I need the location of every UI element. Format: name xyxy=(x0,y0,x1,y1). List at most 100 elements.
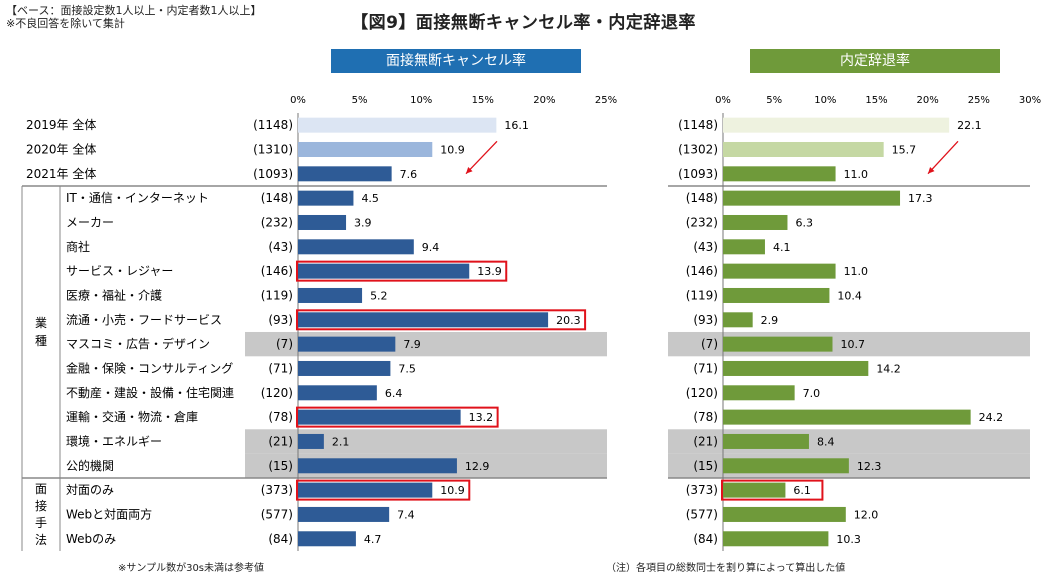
decline-rate-data-label: 14.2 xyxy=(876,362,901,375)
cancel-rate-sample-size: (15) xyxy=(268,459,293,473)
decline-rate-data-label: 2.9 xyxy=(761,314,779,327)
interview-group-label: 法 xyxy=(35,533,47,547)
cancel-rate-data-label: 4.7 xyxy=(364,533,382,546)
decline-rate-data-label: 12.0 xyxy=(854,508,879,521)
cancel-rate-sample-size: (1148) xyxy=(253,118,293,132)
decline-rate-data-label: 10.7 xyxy=(840,338,865,351)
cancel-rate-sample-size: (21) xyxy=(268,434,293,448)
decline-rate-bar xyxy=(723,141,884,157)
cancel-rate-data-label: 7.9 xyxy=(403,338,421,351)
decline-rate-sample-size: (373) xyxy=(686,483,718,497)
decline-rate-bar xyxy=(723,531,829,547)
category-label: 2019年 全体 xyxy=(26,117,96,132)
cancel-rate-bar xyxy=(298,433,324,449)
cancel-rate-sample-size: (119) xyxy=(261,288,293,302)
decline-rate-sample-size: (93) xyxy=(693,313,718,327)
cancel-rate-sample-size: (43) xyxy=(268,240,293,254)
cancel-rate-bar xyxy=(298,239,414,255)
decline-rate-data-label: 11.0 xyxy=(844,265,869,278)
interview-group-label: 面 xyxy=(35,482,47,496)
cancel-rate-sample-size: (1310) xyxy=(253,142,293,156)
decline-rate-bar xyxy=(723,360,869,376)
decline-rate-sample-size: (1148) xyxy=(678,118,718,132)
decline-rate-data-label: 12.3 xyxy=(857,460,882,473)
sample-note: ※サンプル数が30s未満は参考値 xyxy=(118,563,265,574)
decline-rate-bar xyxy=(723,263,836,279)
decline-rate-tick-label: 25% xyxy=(968,95,990,106)
category-label: IT・通信・インターネット xyxy=(66,191,209,205)
decline-rate-data-label: 10.4 xyxy=(837,289,862,302)
cancel-rate-tick-label: 15% xyxy=(472,95,494,106)
cancel-rate-sample-size: (7) xyxy=(276,337,293,351)
decline-rate-data-label: 22.1 xyxy=(957,119,982,132)
cancel-rate-trend-arrowhead xyxy=(466,167,473,174)
decline-rate-data-label: 15.7 xyxy=(892,143,917,156)
cancel-rate-tick-label: 10% xyxy=(410,95,432,106)
figure-title: 【図9】面接無断キャンセル率・内定辞退率 xyxy=(351,13,696,33)
decline-rate-sample-size: (120) xyxy=(686,386,718,400)
decline-rate-sample-size: (71) xyxy=(693,361,718,375)
decline-rate-tick-label: 15% xyxy=(865,95,887,106)
cancel-rate-bar xyxy=(298,312,549,328)
decline-rate-bar xyxy=(723,312,753,328)
cancel-rate-bar xyxy=(298,166,392,182)
decline-rate-bar xyxy=(723,506,846,522)
category-label: 2021年 全体 xyxy=(26,166,96,181)
decline-rate-bar xyxy=(723,287,830,303)
cancel-rate-data-label: 7.4 xyxy=(397,508,415,521)
decline-rate-data-label: 8.4 xyxy=(817,435,835,448)
category-label: 2020年 全体 xyxy=(26,141,96,156)
cancel-rate-sample-size: (232) xyxy=(261,215,293,229)
category-label: 対面のみ xyxy=(66,483,114,497)
cancel-rate-bar xyxy=(298,531,356,547)
category-label: 流通・小売・フードサービス xyxy=(66,312,222,327)
interview-group-label: 手 xyxy=(35,516,47,530)
decline-rate-sample-size: (119) xyxy=(686,288,718,302)
decline-rate-bar xyxy=(723,117,950,133)
decline-rate-data-label: 6.3 xyxy=(795,216,813,229)
decline-rate-sample-size: (7) xyxy=(701,337,718,351)
decline-rate-data-label: 11.0 xyxy=(844,168,869,181)
decline-rate-bar xyxy=(723,482,786,498)
industry-group-label: 種 xyxy=(35,334,47,348)
cancel-rate-data-label: 10.9 xyxy=(440,143,465,156)
cancel-rate-data-label: 13.9 xyxy=(477,265,502,278)
cancel-rate-sample-size: (577) xyxy=(261,507,293,521)
decline-rate-data-label: 10.3 xyxy=(836,533,861,546)
decline-rate-data-label: 7.0 xyxy=(803,387,821,400)
decline-rate-sample-size: (232) xyxy=(686,215,718,229)
cancel-rate-bar xyxy=(298,458,457,474)
cancel-rate-highlight-box xyxy=(296,479,471,501)
decline-rate-sample-size: (577) xyxy=(686,507,718,521)
decline-rate-bar xyxy=(723,166,836,182)
category-label: 公的機関 xyxy=(66,458,114,473)
decline-rate-sample-size: (43) xyxy=(693,240,718,254)
decline-rate-tick-label: 10% xyxy=(814,95,836,106)
decline-rate-sample-size: (1302) xyxy=(678,142,718,156)
cancel-rate-bar xyxy=(298,214,347,230)
cancel-rate-bar xyxy=(298,287,363,303)
decline-rate-sample-size: (15) xyxy=(693,459,718,473)
cancel-rate-data-label: 6.4 xyxy=(385,387,403,400)
cancel-rate-bar xyxy=(298,117,497,133)
cancel-rate-data-label: 9.4 xyxy=(422,241,440,254)
category-label: Webのみ xyxy=(66,532,116,546)
cancel-rate-sample-size: (93) xyxy=(268,313,293,327)
cancel-rate-banner: 面接無断キャンセル率 xyxy=(331,49,581,73)
industry-group-label: 業 xyxy=(35,316,47,330)
decline-rate-data-label: 24.2 xyxy=(979,411,1004,424)
category-label: メーカー xyxy=(66,215,114,229)
cancel-rate-bar xyxy=(298,141,433,157)
cancel-rate-highlight-box xyxy=(296,309,587,331)
decline-rate-data-label: 6.1 xyxy=(793,484,811,497)
cancel-rate-highlight-box xyxy=(296,260,508,282)
decline-rate-tick-label: 0% xyxy=(715,95,731,106)
cancel-rate-data-label: 7.6 xyxy=(400,168,418,181)
cancel-rate-bar xyxy=(298,360,391,376)
decline-rate-bar xyxy=(723,385,795,401)
cancel-rate-sample-size: (148) xyxy=(261,191,293,205)
decline-rate-tick-label: 5% xyxy=(766,95,782,106)
cancel-rate-bar xyxy=(298,482,433,498)
cancel-rate-trend-arrow xyxy=(465,140,498,175)
